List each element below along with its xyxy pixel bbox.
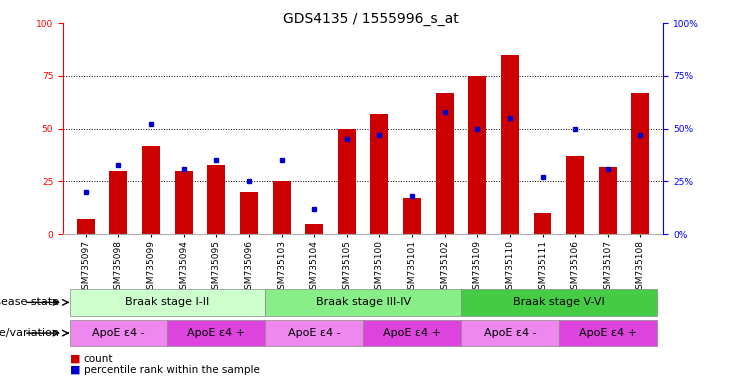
Text: ApoE ε4 +: ApoE ε4 + [187,328,245,338]
Bar [436,93,453,234]
Bar [599,167,617,234]
FancyBboxPatch shape [461,289,657,316]
Text: GDS4135 / 1555996_s_at: GDS4135 / 1555996_s_at [282,12,459,25]
FancyBboxPatch shape [559,320,657,346]
Text: Braak stage III-IV: Braak stage III-IV [316,297,411,308]
Text: Braak stage I-II: Braak stage I-II [125,297,210,308]
Bar [305,223,323,234]
Text: ■: ■ [70,364,81,375]
Bar [142,146,160,234]
Text: Braak stage V-VI: Braak stage V-VI [513,297,605,308]
Text: count: count [84,354,113,364]
FancyBboxPatch shape [363,320,461,346]
Text: ApoE ε4 -: ApoE ε4 - [92,328,144,338]
Bar [501,55,519,234]
Text: genotype/variation: genotype/variation [0,328,59,338]
Text: ApoE ε4 +: ApoE ε4 + [579,328,637,338]
Bar [534,213,551,234]
FancyBboxPatch shape [265,289,461,316]
Bar [403,199,421,234]
Bar [566,156,584,234]
Bar [175,171,193,234]
FancyBboxPatch shape [70,289,265,316]
FancyBboxPatch shape [461,320,559,346]
FancyBboxPatch shape [167,320,265,346]
Text: percentile rank within the sample: percentile rank within the sample [84,364,259,375]
Text: disease state: disease state [0,297,59,308]
Bar [77,220,95,234]
Text: ApoE ε4 -: ApoE ε4 - [484,328,536,338]
Bar [370,114,388,234]
Bar [110,171,127,234]
Bar [338,129,356,234]
FancyBboxPatch shape [265,320,363,346]
Bar [468,76,486,234]
Text: ■: ■ [70,354,81,364]
Bar [240,192,258,234]
Bar [273,182,290,234]
FancyBboxPatch shape [70,320,167,346]
Bar [207,165,225,234]
Bar [631,93,649,234]
Text: ApoE ε4 -: ApoE ε4 - [288,328,340,338]
Text: ApoE ε4 +: ApoE ε4 + [383,328,441,338]
